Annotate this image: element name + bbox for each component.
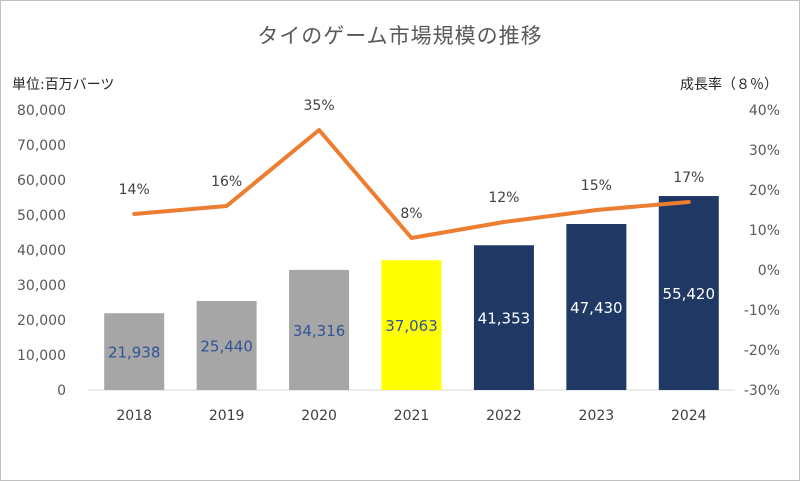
y-axis-tick-label: 80,000 — [17, 103, 66, 119]
x-axis-tick-label: 2021 — [394, 408, 430, 424]
growth-rate-label: 17% — [673, 170, 704, 186]
growth-rate-line — [132, 128, 691, 240]
growth-rate-label: 12% — [488, 190, 519, 206]
bar-value-label: 21,938 — [108, 344, 161, 362]
bar-value-label: 25,440 — [200, 337, 253, 355]
bar — [289, 269, 350, 390]
bar — [196, 300, 257, 390]
x-axis-tick-label: 2023 — [579, 408, 615, 424]
bar — [658, 196, 719, 390]
y-axis-tick-label: 60,000 — [17, 173, 66, 189]
bar — [381, 260, 442, 390]
chart-title: タイのゲーム市場規模の推移 — [257, 24, 543, 48]
x-axis-tick-label: 2024 — [671, 408, 707, 424]
bar-value-label: 34,316 — [293, 322, 346, 340]
bar-value-label: 55,420 — [663, 285, 716, 303]
y2-axis-tick-label: -10% — [744, 303, 780, 319]
bar-value-label: 37,063 — [385, 317, 438, 335]
y-axis-tick-label: 10,000 — [17, 348, 66, 364]
y-axis-tick-label: 30,000 — [17, 278, 66, 294]
y2-axis-tick-label: -30% — [744, 383, 780, 399]
x-axis-tick-label: 2019 — [209, 408, 245, 424]
growth-rate-label: 35% — [304, 98, 335, 114]
right-axis-unit: 成長率（８％） — [680, 77, 778, 93]
growth-rate-label: 16% — [211, 174, 242, 190]
bar — [473, 245, 534, 390]
y-axis-tick-label: 40,000 — [17, 243, 66, 259]
bar-value-label: 41,353 — [478, 310, 531, 328]
x-axis-tick-label: 2020 — [301, 408, 337, 424]
y2-axis-tick-label: 30% — [749, 143, 780, 159]
bar — [566, 223, 627, 390]
bar-value-label: 47,430 — [570, 299, 623, 317]
bar — [104, 313, 165, 390]
y-axis-tick-label: 0 — [57, 383, 66, 399]
y2-axis-tick-label: 0% — [758, 263, 780, 279]
x-axis-tick-label: 2022 — [486, 408, 522, 424]
y-axis-tick-label: 20,000 — [17, 313, 66, 329]
x-axis-tick-label: 2018 — [116, 408, 152, 424]
y2-axis-tick-label: 20% — [749, 183, 780, 199]
growth-rate-label: 15% — [581, 178, 612, 194]
growth-rate-label: 8% — [400, 206, 422, 222]
y-axis-tick-label: 50,000 — [17, 208, 66, 224]
left-axis-unit: 単位:百万バーツ — [12, 77, 115, 93]
y-axis-tick-label: 70,000 — [17, 138, 66, 154]
y2-axis-tick-label: 40% — [749, 103, 780, 119]
y2-axis-tick-label: -20% — [744, 343, 780, 359]
y2-axis-tick-label: 10% — [749, 223, 780, 239]
growth-rate-label: 14% — [119, 182, 150, 198]
